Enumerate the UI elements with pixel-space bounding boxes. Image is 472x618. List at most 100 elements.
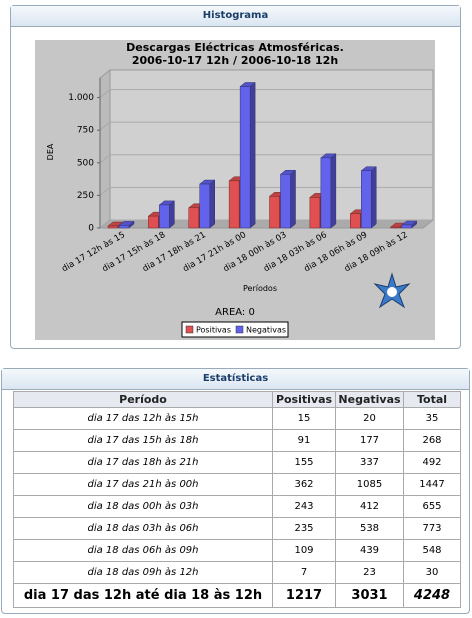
bar-front [148, 215, 159, 229]
table-row: dia 17 das 21h às 00h 362 1085 1447 [13, 473, 461, 496]
y-tick-label: 1.000 [68, 93, 94, 103]
table-cell: 235 [272, 517, 336, 540]
table-cell: dia 18 das 06h às 09h [13, 539, 273, 562]
table-row: dia 18 das 09h às 12h 7 23 30 [13, 561, 461, 584]
bar [158, 200, 176, 229]
table-cell: 655 [403, 495, 461, 518]
header-row: Período Positivas Negativas Total [13, 391, 461, 408]
table-cell: 30 [403, 561, 461, 584]
table-cell: dia 17 das 15h às 18h [13, 429, 273, 452]
table-cell: 1085 [335, 473, 404, 496]
chart-subtitle: 2006-10-17 12h / 2006-10-18 12h [132, 54, 338, 67]
bar [279, 169, 297, 229]
bar-front [350, 213, 361, 229]
bar-front [309, 197, 321, 229]
y-tick-label: 0 [88, 224, 94, 234]
bar-front [239, 86, 251, 229]
total-cell: 4248 [403, 583, 461, 608]
column-header: Positivas [272, 391, 336, 408]
legend: Positivas Negativas [181, 321, 289, 338]
table-cell: 35 [403, 407, 461, 430]
chart-title: Descargas Eléctricas Atmosféricas. [126, 41, 344, 54]
bar-front [107, 225, 119, 229]
panel-title: Histograma [11, 6, 460, 27]
table-cell: 7 [272, 561, 336, 584]
bar [320, 153, 337, 229]
table-cell: dia 17 das 12h às 15h [13, 407, 273, 430]
table-cell: dia 17 das 18h às 21h [13, 451, 273, 474]
table-cell: 243 [272, 495, 336, 518]
table-row: dia 18 das 00h às 03h 243 412 655 [13, 495, 461, 518]
table-row: dia 17 das 15h às 18h 91 177 268 [13, 429, 461, 452]
bar-front [390, 226, 401, 229]
bar-side [169, 200, 175, 229]
y-tick-label: 750 [77, 126, 94, 136]
table-cell: 548 [403, 539, 461, 562]
table-cell: 23 [335, 561, 404, 584]
annotation: AREA: 0 [215, 307, 255, 318]
y-tick-label: 500 [77, 158, 94, 168]
bar [239, 81, 256, 229]
bar-side [330, 153, 337, 229]
total-row: dia 17 das 12h até dia 18 às 12h 1217 3031… [13, 583, 461, 608]
bar-front [228, 180, 240, 229]
table-row: dia 17 das 18h às 21h 155 337 492 [13, 451, 461, 474]
table-cell: 492 [403, 451, 461, 474]
bar-front [159, 204, 170, 229]
table-row: dia 17 das 12h às 15h 15 20 35 [13, 407, 461, 430]
grid-line [99, 121, 433, 131]
table-cell: dia 18 das 00h às 03h [13, 495, 273, 518]
legend-swatch [185, 325, 194, 334]
bar-front [118, 225, 130, 229]
legend-swatch [235, 325, 244, 334]
y-axis-label: DEA [46, 143, 55, 160]
statistics-table: Período Positivas Negativas Total dia 17 das… [13, 391, 461, 608]
table-cell: 15 [272, 407, 336, 430]
column-header: Período [13, 391, 273, 408]
column-header: Total [403, 391, 461, 408]
bar [118, 220, 135, 229]
bar [400, 220, 418, 229]
bar-side [249, 81, 256, 229]
logo [373, 272, 411, 309]
bar-side [290, 169, 296, 229]
panel-title: Estatísticas [2, 369, 469, 390]
table-cell: 337 [335, 451, 404, 474]
total-cell: dia 17 das 12h até dia 18 às 12h [13, 583, 273, 608]
table-cell: 538 [335, 517, 404, 540]
table-cell: 91 [272, 429, 336, 452]
bar-side [371, 166, 377, 229]
chart: Descargas Eléctricas Atmosféricas. 2006-… [35, 40, 435, 340]
total-cell: 3031 [335, 583, 404, 608]
legend-label: Negativas [246, 326, 286, 335]
bar-front [199, 183, 210, 229]
table-cell: 439 [335, 539, 404, 562]
table-cell: 20 [335, 407, 404, 430]
legend-box [181, 321, 289, 338]
table-cell: 773 [403, 517, 461, 540]
legend-label: Positivas [196, 326, 231, 335]
table-cell: 362 [272, 473, 336, 496]
table-cell: 412 [335, 495, 404, 518]
table-cell: 268 [403, 429, 461, 452]
bar-front [361, 170, 372, 229]
table-cell: dia 18 das 09h às 12h [13, 561, 273, 584]
bar [199, 179, 216, 229]
table-cell: 177 [335, 429, 404, 452]
table-cell: dia 17 das 21h às 00h [13, 473, 273, 496]
table-cell: 109 [272, 539, 336, 562]
column-header: Negativas [335, 391, 404, 408]
bar-front [280, 174, 291, 229]
bar-front [269, 196, 280, 229]
table-cell: 1447 [403, 473, 461, 496]
x-axis-label: Períodos [243, 284, 277, 293]
statistics-panel: Estatísticas Período Positivas Negativas To… [1, 368, 470, 614]
bar-front [188, 207, 199, 229]
y-tick-label: 250 [77, 191, 94, 201]
bar-side [209, 179, 215, 229]
bar-front [320, 157, 332, 229]
grid-line [99, 89, 433, 98]
table-cell: dia 18 das 03h às 06h [13, 517, 273, 540]
total-cell: 1217 [272, 583, 336, 608]
